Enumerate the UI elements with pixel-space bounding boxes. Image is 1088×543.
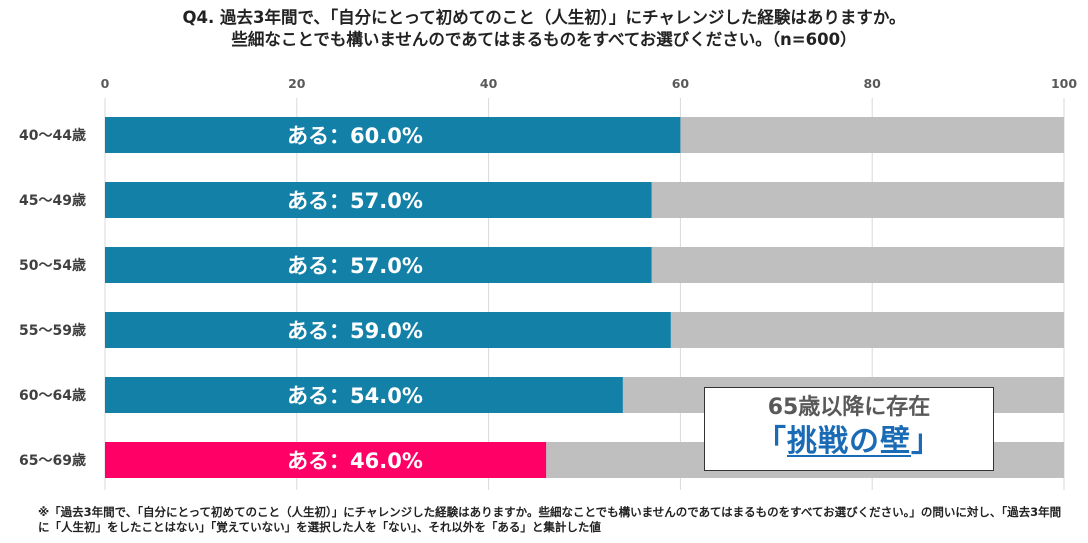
bar-yes <box>105 442 547 478</box>
bar-yes <box>105 182 652 218</box>
callout-open-bracket: 「 <box>756 424 787 459</box>
callout-box: 65歳以降に存在 「挑戦の壁」 <box>704 387 994 471</box>
title-line-1: Q4. 過去3年間で、「自分にとって初めてのこと（人生初）」にチャレンジした経験… <box>182 8 906 27</box>
category-label: 40～44歳 <box>19 127 86 144</box>
bar-yes <box>105 377 623 413</box>
bar-remainder <box>670 312 1064 348</box>
data-label: ある：57.0% <box>287 189 423 213</box>
bar-yes <box>105 247 652 283</box>
category-label: 65～69歳 <box>19 452 86 469</box>
x-tick-label: 80 <box>863 76 881 91</box>
bar-remainder <box>651 247 1064 283</box>
bar-yes <box>105 312 671 348</box>
x-tick-label: 0 <box>101 76 110 91</box>
data-label: ある：54.0% <box>287 384 423 408</box>
data-label: ある：60.0% <box>287 124 423 148</box>
title-line-2: 些細なことでも構いませんのであてはまるものをすべてお選びください。（n=600） <box>231 30 857 49</box>
category-label: 55～59歳 <box>19 322 86 339</box>
bar-remainder <box>651 182 1064 218</box>
category-label: 50～54歳 <box>19 257 86 274</box>
x-tick-label: 40 <box>480 76 498 91</box>
category-label: 45～49歳 <box>19 192 86 209</box>
data-label: ある：46.0% <box>287 449 423 473</box>
category-label: 60～64歳 <box>19 387 86 404</box>
bar-remainder <box>680 117 1064 153</box>
callout-close-bracket: 」 <box>911 424 942 459</box>
data-label: ある：57.0% <box>287 254 423 278</box>
callout-subtitle: 65歳以降に存在 <box>767 395 931 420</box>
x-tick-label: 20 <box>288 76 306 91</box>
footnote: ※「過去3年間で、「自分にとって初めてのこと（人生初）」にチャレンジした経験はあ… <box>38 505 1062 534</box>
callout-emphasis: 挑戦の壁 <box>787 424 911 459</box>
bar-yes <box>105 117 681 153</box>
callout-headline: 「挑戦の壁」 <box>705 422 993 462</box>
x-tick-label: 60 <box>672 76 690 91</box>
x-tick-label: 100 <box>1051 76 1077 91</box>
chart-title: Q4. 過去3年間で、「自分にとって初めてのこと（人生初）」にチャレンジした経験… <box>0 7 1088 51</box>
data-label: ある：59.0% <box>287 319 423 343</box>
